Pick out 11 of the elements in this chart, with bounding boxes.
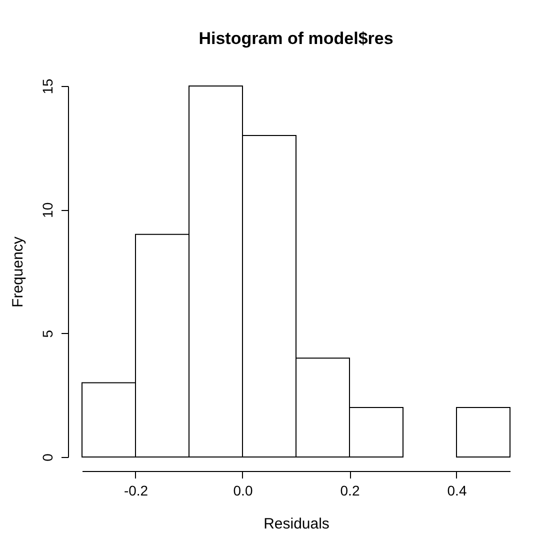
x-axis-title: Residuals <box>264 516 330 532</box>
x-tick-label: 0.0 <box>233 482 253 498</box>
x-tick-label: 0.2 <box>340 482 360 498</box>
x-tick-label: 0.4 <box>447 482 467 498</box>
chart-title: Histogram of model$res <box>198 29 394 48</box>
y-tick-label: 15 <box>40 78 56 94</box>
y-tick-label: 0 <box>40 453 56 462</box>
x-tick-label: -0.2 <box>124 482 148 498</box>
y-tick-label: 5 <box>40 330 56 338</box>
y-tick-label: 10 <box>40 202 56 218</box>
y-axis-title: Frequency <box>10 236 26 308</box>
